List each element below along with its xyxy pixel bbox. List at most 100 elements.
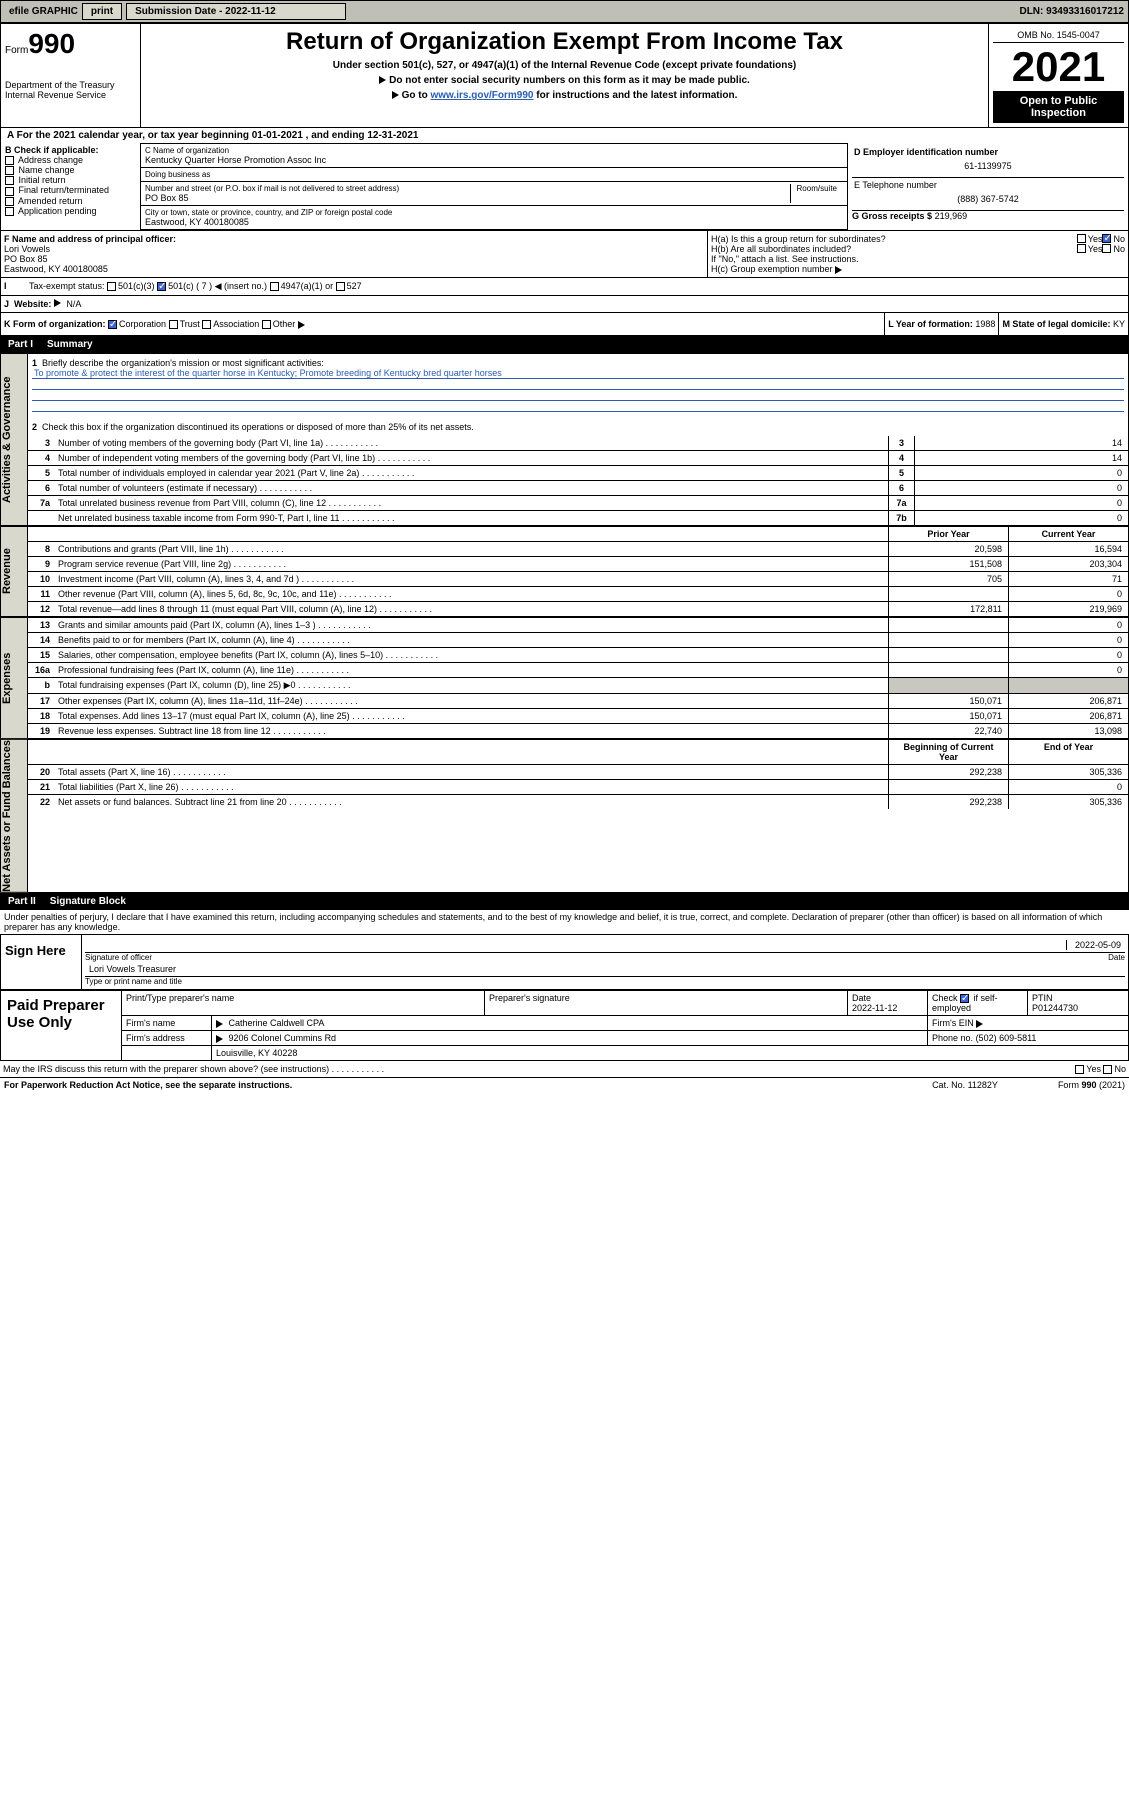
table-row: 12Total revenue—add lines 8 through 11 (…	[28, 602, 1128, 616]
j-block: J Website: N/A	[0, 296, 1129, 313]
website: N/A	[66, 299, 81, 309]
box-b-item: Amended return	[5, 196, 136, 206]
checkbox-icon[interactable]	[1077, 234, 1086, 243]
efile-label: efile GRAPHIC	[9, 6, 78, 17]
discuss-line: May the IRS discuss this return with the…	[0, 1061, 1129, 1077]
print-button[interactable]: print	[82, 3, 122, 20]
triangle-icon	[379, 76, 386, 84]
checkbox-icon[interactable]	[5, 207, 14, 216]
box-b: B Check if applicable: Address change Na…	[1, 143, 141, 230]
phone: (888) 367-5742	[854, 190, 1122, 208]
identity-block: B Check if applicable: Address change Na…	[0, 143, 1129, 231]
ij-block: I Tax-exempt status: 501(c)(3) 501(c) ( …	[0, 278, 1129, 296]
topbar: efile GRAPHIC print Submission Date - 20…	[0, 0, 1129, 23]
triangle-icon	[216, 1020, 223, 1028]
table-row: bTotal fundraising expenses (Part IX, co…	[28, 678, 1128, 694]
box-b-item: Initial return	[5, 175, 136, 185]
officer-name: Lori Vowels Treasurer	[89, 964, 176, 974]
box-deg: D Employer identification number61-11399…	[848, 143, 1128, 230]
checkbox-icon[interactable]	[1075, 1065, 1084, 1074]
revenue-side-label: Revenue	[0, 526, 28, 617]
table-row: 13Grants and similar amounts paid (Part …	[28, 618, 1128, 633]
officer-signature-line[interactable]	[89, 940, 1066, 950]
gross-receipts: 219,969	[935, 211, 968, 221]
table-row: 19Revenue less expenses. Subtract line 1…	[28, 724, 1128, 738]
table-row: 8Contributions and grants (Part VIII, li…	[28, 542, 1128, 557]
checkbox-icon[interactable]	[5, 166, 14, 175]
org-name: Kentucky Quarter Horse Promotion Assoc I…	[145, 155, 843, 165]
form990-link[interactable]: www.irs.gov/Form990	[430, 90, 533, 101]
table-row: 20Total assets (Part X, line 16)292,2383…	[28, 765, 1128, 780]
submission-date-button[interactable]: Submission Date - 2022-11-12	[126, 3, 346, 20]
expenses-section: Expenses 13Grants and similar amounts pa…	[0, 617, 1129, 739]
table-row: 15Salaries, other compensation, employee…	[28, 648, 1128, 663]
table-row: 16aProfessional fundraising fees (Part I…	[28, 663, 1128, 678]
expenses-side-label: Expenses	[0, 617, 28, 739]
checkbox-icon[interactable]	[336, 282, 345, 291]
triangle-icon	[392, 91, 399, 99]
checkbox-icon[interactable]	[1077, 244, 1086, 253]
preparer-phone: (502) 609-5811	[976, 1033, 1037, 1043]
form-title: Return of Organization Exempt From Incom…	[145, 28, 984, 56]
checkbox-icon[interactable]	[270, 282, 279, 291]
governance-side-label: Activities & Governance	[0, 353, 28, 526]
fh-block: F Name and address of principal officer:…	[0, 231, 1129, 278]
checkbox-icon[interactable]	[5, 197, 14, 206]
checkbox-icon[interactable]	[5, 156, 14, 165]
footer: For Paperwork Reduction Act Notice, see …	[0, 1077, 1129, 1092]
box-c: C Name of organizationKentucky Quarter H…	[141, 143, 848, 230]
ein: 61-1139975	[854, 157, 1122, 175]
table-row: 17Other expenses (Part IX, column (A), l…	[28, 694, 1128, 709]
triangle-icon	[976, 1020, 983, 1028]
checkbox-checked-icon[interactable]	[960, 994, 969, 1003]
org-city: Eastwood, KY 400180085	[145, 217, 392, 227]
public-inspection: Open to Public Inspection	[993, 91, 1124, 123]
box-h: H(a) Is this a group return for subordin…	[708, 231, 1128, 277]
checkbox-checked-icon[interactable]	[1102, 234, 1111, 243]
checkbox-icon[interactable]	[1103, 1065, 1112, 1074]
governance-section: Activities & Governance 1 Briefly descri…	[0, 353, 1129, 526]
checkbox-checked-icon[interactable]	[157, 282, 166, 291]
revenue-section: Revenue Prior YearCurrent Year 8Contribu…	[0, 526, 1129, 617]
table-row: 10Investment income (Part VIII, column (…	[28, 572, 1128, 587]
checkbox-icon[interactable]	[169, 320, 178, 329]
triangle-icon	[298, 321, 305, 329]
checkbox-icon[interactable]	[202, 320, 211, 329]
subtitle-3: Go to www.irs.gov/Form990 for instructio…	[145, 90, 984, 101]
checkbox-checked-icon[interactable]	[108, 320, 117, 329]
dept-label: Department of the Treasury	[5, 80, 136, 90]
table-row: 18Total expenses. Add lines 13–17 (must …	[28, 709, 1128, 724]
omb-label: OMB No. 1545-0047	[993, 28, 1124, 43]
part-1-header: Part ISummary	[0, 336, 1129, 353]
triangle-icon	[54, 299, 61, 307]
table-row: 21Total liabilities (Part X, line 26)0	[28, 780, 1128, 795]
part-2-header: Part IISignature Block	[0, 893, 1129, 910]
box-b-item: Application pending	[5, 206, 136, 216]
dln-label: DLN: 93493316017212	[1019, 6, 1124, 17]
table-row: 11Other revenue (Part VIII, column (A), …	[28, 587, 1128, 602]
klm-block: K Form of organization: Corporation Trus…	[0, 313, 1129, 336]
checkbox-icon[interactable]	[107, 282, 116, 291]
mission-text: To promote & protect the interest of the…	[32, 368, 1124, 379]
irs-label: Internal Revenue Service	[5, 90, 136, 100]
form-header: Form990 Department of the Treasury Inter…	[0, 23, 1129, 128]
tax-year: 2021	[993, 43, 1124, 91]
form-number: Form990	[5, 28, 136, 60]
checkbox-icon[interactable]	[262, 320, 271, 329]
box-b-item: Address change	[5, 155, 136, 165]
box-f: F Name and address of principal officer:…	[1, 231, 708, 277]
balances-side-label: Net Assets or Fund Balances	[0, 739, 28, 893]
checkbox-icon[interactable]	[5, 187, 14, 196]
triangle-icon	[216, 1035, 223, 1043]
checkbox-icon[interactable]	[5, 176, 14, 185]
box-b-item: Final return/terminated	[5, 185, 136, 195]
paid-preparer-block: Paid Preparer Use Only Print/Type prepar…	[0, 990, 1129, 1061]
triangle-icon	[835, 266, 842, 274]
sign-here-block: Sign Here 2022-05-09 Signature of office…	[0, 934, 1129, 990]
checkbox-icon[interactable]	[1102, 244, 1111, 253]
subtitle-1: Under section 501(c), 527, or 4947(a)(1)…	[145, 60, 984, 71]
org-street: PO Box 85	[145, 193, 790, 203]
table-row: 14Benefits paid to or for members (Part …	[28, 633, 1128, 648]
balances-section: Net Assets or Fund Balances Beginning of…	[0, 739, 1129, 893]
table-row: 22Net assets or fund balances. Subtract …	[28, 795, 1128, 809]
